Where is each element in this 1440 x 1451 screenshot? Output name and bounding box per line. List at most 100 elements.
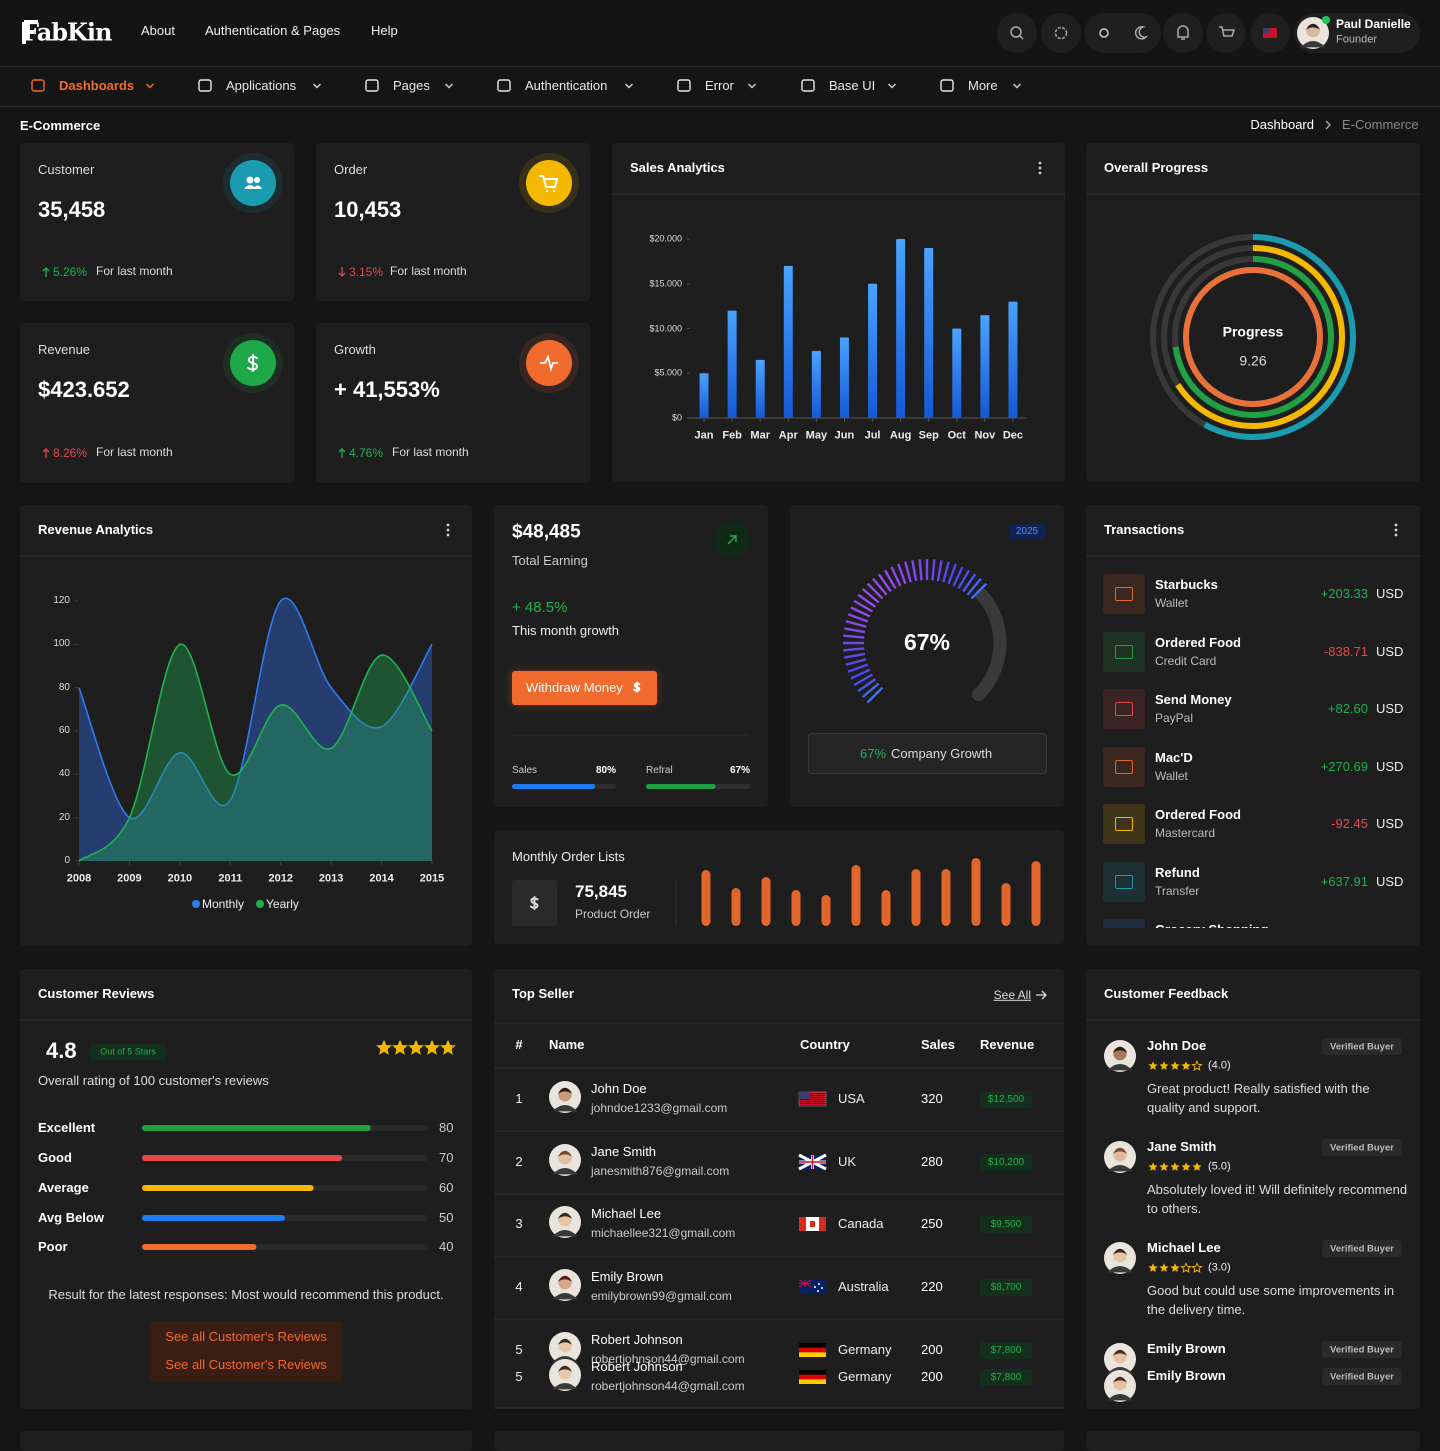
breadcrumb-link[interactable]: Dashboard: [1250, 117, 1314, 133]
revenue-badge: [980, 1091, 1032, 1108]
rank-cell: 5: [515, 1342, 523, 1358]
icon-glyph: [244, 185, 262, 189]
x-tick-label: 2013: [318, 872, 344, 885]
transaction-icon-glyph: [1115, 817, 1133, 831]
feedback-text: Absolutely loved it! Will definitely rec…: [1147, 1182, 1408, 1216]
y-tick-label: 120: [53, 595, 70, 606]
stat-note: For last month: [96, 263, 173, 278]
seller-email: robertjohnson44@gmail.com: [591, 1378, 745, 1393]
reviews-button-label[interactable]: See all Customer's Reviews: [165, 1329, 327, 1345]
seller-revenue: $10,200: [987, 1156, 1025, 1168]
avatar-body: [552, 1383, 578, 1390]
legend-label: Yearly: [266, 896, 299, 911]
reviews-button[interactable]: [150, 1321, 342, 1353]
star-filled: [1148, 1061, 1158, 1070]
x-tick-label: 2014: [369, 872, 394, 885]
flag-stripe: [799, 1096, 826, 1097]
seller-sales: 250: [921, 1216, 943, 1232]
see-all-link[interactable]: See All: [993, 987, 1031, 1002]
menu-item[interactable]: Error: [705, 78, 734, 94]
verified-badge: [1322, 1038, 1402, 1055]
transaction-name: Starbucks: [1155, 577, 1218, 593]
withdraw-button[interactable]: [512, 671, 657, 705]
menu-item[interactable]: Authentication: [525, 78, 608, 94]
card-title: Sales Analytics: [630, 160, 725, 176]
card-title: Overall Progress: [1104, 160, 1209, 176]
menu-item[interactable]: Dashboards: [59, 78, 135, 94]
reviews-button-label[interactable]: See all Customer's Reviews: [165, 1357, 327, 1373]
seller-name: Robert Johnson: [591, 1359, 683, 1375]
flag-star: [818, 1283, 820, 1285]
gauge-track: [972, 588, 1007, 702]
gauge-tick: [936, 560, 943, 582]
transaction-currency: USD: [1376, 873, 1404, 889]
brand-logo-mark: [22, 20, 38, 44]
transaction-icon-glyph: [1115, 587, 1133, 601]
flag-band: [819, 1217, 826, 1231]
rank-cell: 3: [515, 1216, 523, 1232]
menu-item[interactable]: Pages: [393, 78, 430, 94]
withdraw-button-label[interactable]: Withdraw Money: [526, 680, 623, 696]
x-tick-label: 2011: [218, 872, 243, 885]
flag-band: [799, 1347, 826, 1353]
menu-item[interactable]: Base UI: [829, 78, 876, 94]
verified-badge-label: Verified Buyer: [1330, 1343, 1394, 1355]
top-nav-link[interactable]: Help: [371, 23, 398, 39]
y-tick-label: 20: [58, 811, 70, 823]
table-header: Revenue: [980, 1037, 1035, 1053]
growth-caption-value: 67%: [860, 746, 887, 762]
menu-item[interactable]: Applications: [226, 78, 297, 94]
seller-sales: 220: [921, 1279, 943, 1295]
seller-country: Germany: [838, 1342, 892, 1358]
star-filled: [377, 1041, 391, 1054]
search-icon-handle: [1019, 35, 1024, 40]
seller-sales: 200: [921, 1369, 943, 1385]
order-bar: [791, 890, 801, 926]
header-icon-button: [1163, 13, 1203, 53]
flag-icon: [1263, 28, 1277, 38]
rating-badge: [90, 1044, 166, 1060]
stat-note: For last month: [392, 444, 469, 459]
bell-icon: [1177, 25, 1189, 40]
y-tick-label: 40: [58, 768, 70, 780]
stat-value: + 41,553%: [334, 376, 440, 402]
menu-item[interactable]: More: [968, 78, 998, 94]
menu-icon: [801, 79, 815, 92]
stat-value: 35,458: [38, 196, 106, 222]
x-tick-label: Mar: [750, 429, 770, 442]
x-tick-label: 2009: [117, 872, 142, 885]
year-badge-label: 2025: [1015, 526, 1039, 537]
dollar-icon: [247, 354, 259, 372]
star-filled: [1181, 1061, 1191, 1070]
star-filled: [1170, 1263, 1180, 1272]
icon-glyph: [254, 177, 260, 183]
y-tick-label: 60: [58, 725, 70, 736]
transaction-method: PayPal: [1155, 710, 1194, 725]
top-nav-link[interactable]: About: [141, 23, 175, 39]
transaction-name: Mac'D: [1155, 749, 1193, 765]
gauge-tick: [962, 573, 977, 593]
stat-value: $423.652: [38, 376, 130, 402]
header-icon-button: [997, 13, 1037, 53]
dollar-icon: [529, 896, 539, 910]
search-icon: [1010, 26, 1022, 38]
star-outline: [1180, 1262, 1192, 1273]
top-nav-link[interactable]: Authentication & Pages: [205, 23, 341, 39]
order-label: Product Order: [575, 906, 651, 921]
reviews-button[interactable]: [150, 1349, 342, 1381]
gauge-tick: [883, 569, 897, 590]
gauge-tick: [845, 620, 867, 628]
order-bar: [761, 877, 771, 926]
stat-label: Order: [334, 162, 368, 178]
stat-label: Customer: [38, 162, 95, 178]
seller-name: Jane Smith: [591, 1144, 657, 1160]
top-seller-card: [494, 969, 1064, 1409]
gauge-tick: [942, 561, 950, 583]
menu-icon: [365, 79, 379, 92]
breadcrumb-separator: [1325, 120, 1331, 130]
icon-glyph: [540, 354, 558, 373]
gauge-tick: [966, 577, 982, 596]
